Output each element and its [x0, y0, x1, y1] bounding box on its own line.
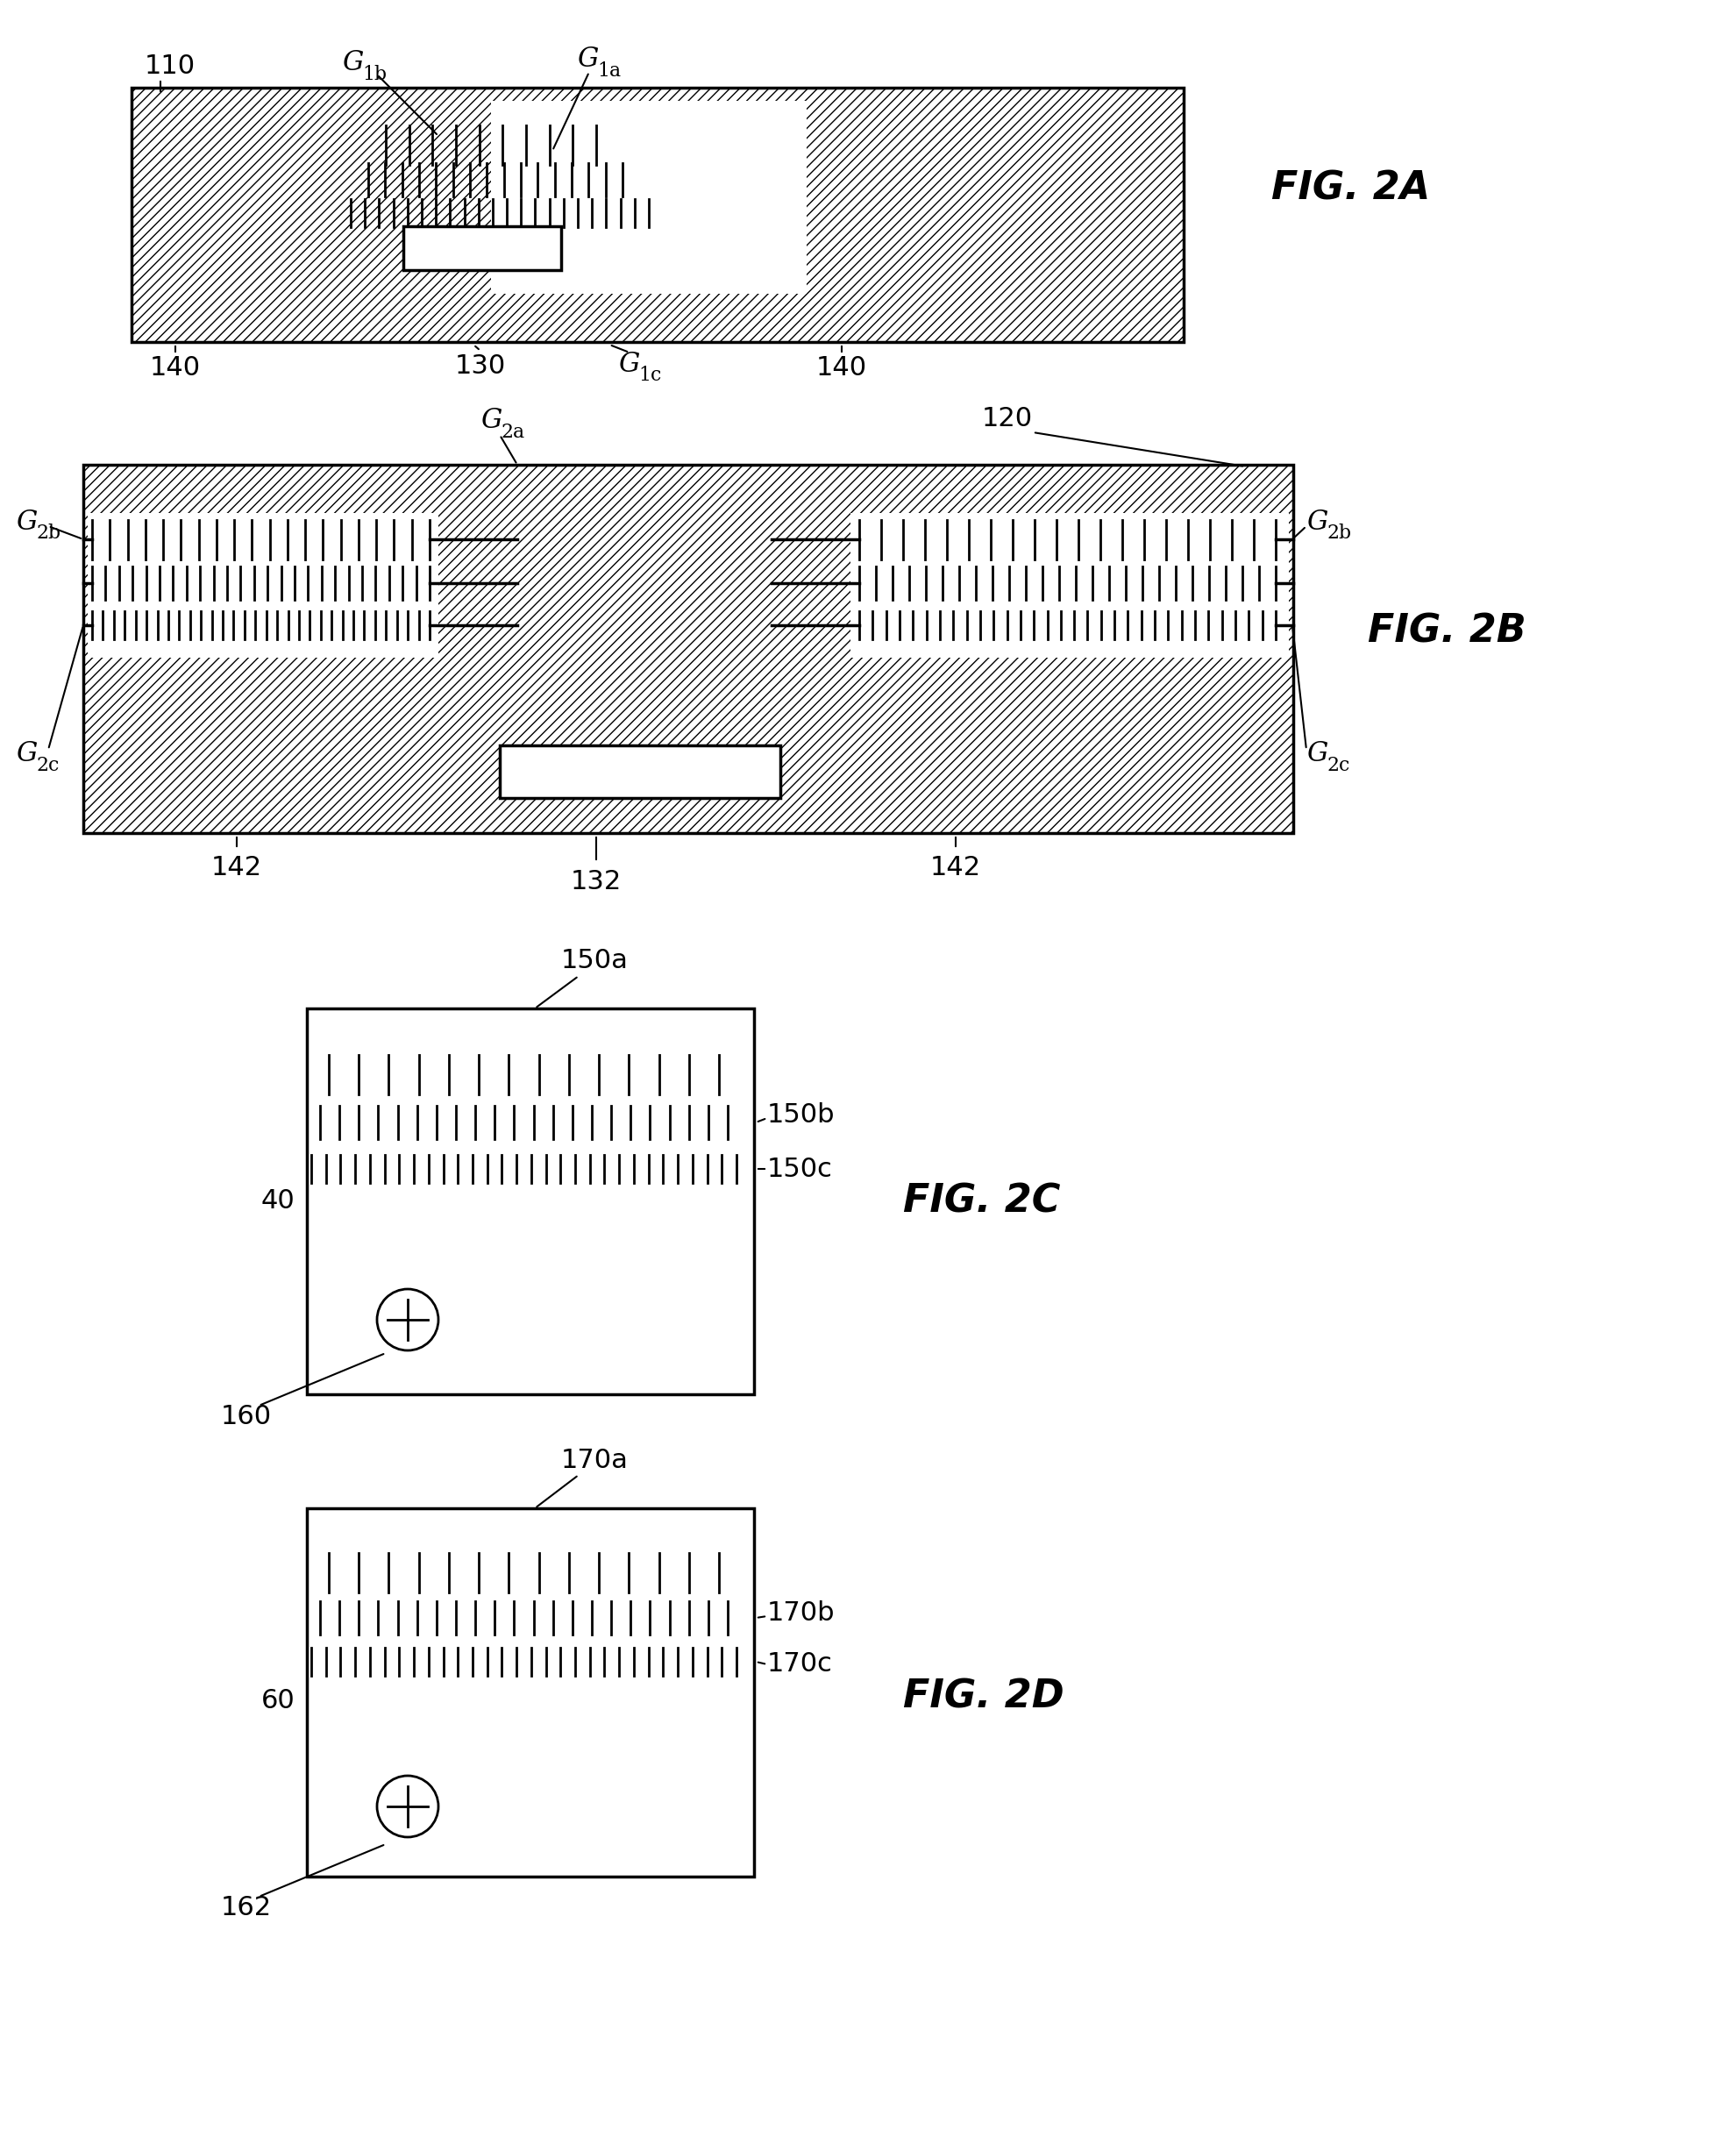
- Text: 1b: 1b: [363, 66, 387, 85]
- Text: 142: 142: [930, 856, 981, 882]
- Text: 132: 132: [571, 869, 621, 895]
- Bar: [132, 87, 1184, 343]
- Text: 1c: 1c: [639, 366, 661, 386]
- Bar: [83, 464, 1293, 833]
- Text: G: G: [576, 47, 599, 72]
- Text: FIG. 2A: FIG. 2A: [1271, 170, 1430, 207]
- Text: 130: 130: [455, 354, 505, 379]
- Text: 150a: 150a: [561, 948, 628, 973]
- Text: G: G: [618, 349, 639, 377]
- Bar: [307, 1007, 753, 1395]
- Text: 2b: 2b: [1326, 524, 1351, 543]
- Text: FIG. 2D: FIG. 2D: [903, 1678, 1064, 1715]
- Text: G: G: [16, 741, 36, 767]
- Text: 1a: 1a: [597, 62, 621, 81]
- Bar: [89, 513, 439, 658]
- Text: 60: 60: [262, 1689, 295, 1715]
- Bar: [851, 513, 1288, 658]
- Text: 170b: 170b: [767, 1602, 835, 1625]
- Text: 2c: 2c: [36, 756, 59, 775]
- Text: G: G: [16, 509, 36, 535]
- Text: 170a: 170a: [561, 1446, 628, 1472]
- Text: 2a: 2a: [500, 424, 524, 443]
- Text: FIG. 2C: FIG. 2C: [903, 1182, 1061, 1220]
- Text: 140: 140: [816, 356, 868, 381]
- Text: 150b: 150b: [767, 1103, 835, 1129]
- Bar: [307, 1508, 753, 1877]
- Text: 2b: 2b: [36, 524, 61, 543]
- Text: 40: 40: [262, 1189, 295, 1214]
- Bar: [403, 226, 561, 271]
- Text: 140: 140: [149, 356, 201, 381]
- Text: 142: 142: [212, 856, 262, 882]
- Text: FIG. 2B: FIG. 2B: [1368, 613, 1526, 650]
- Text: 170c: 170c: [767, 1651, 833, 1676]
- Text: 120: 120: [983, 407, 1033, 432]
- Text: 162: 162: [220, 1894, 273, 1919]
- Text: G: G: [342, 49, 363, 77]
- Text: 150c: 150c: [767, 1157, 833, 1182]
- Text: G: G: [481, 407, 502, 435]
- Text: G: G: [1307, 741, 1328, 767]
- Text: G: G: [1307, 509, 1328, 535]
- Bar: [500, 746, 779, 799]
- Text: 2c: 2c: [1326, 756, 1351, 775]
- Bar: [491, 100, 807, 294]
- Text: 110: 110: [144, 53, 196, 79]
- Text: 160: 160: [220, 1404, 273, 1429]
